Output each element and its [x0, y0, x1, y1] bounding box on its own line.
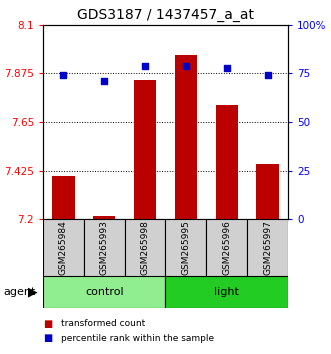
Title: GDS3187 / 1437457_a_at: GDS3187 / 1437457_a_at: [77, 8, 254, 22]
Bar: [256, 164, 279, 219]
Bar: [166, 219, 206, 276]
Text: ■: ■: [43, 333, 52, 343]
Text: percentile rank within the sample: percentile rank within the sample: [61, 333, 214, 343]
Text: ■: ■: [43, 319, 52, 329]
Bar: [247, 219, 288, 276]
Point: [183, 63, 189, 69]
Bar: [206, 219, 247, 276]
Point: [102, 79, 107, 84]
Text: control: control: [85, 287, 123, 297]
Text: GSM265984: GSM265984: [59, 221, 68, 275]
Point: [61, 73, 66, 78]
Bar: [93, 216, 116, 219]
Text: transformed count: transformed count: [61, 319, 146, 329]
Bar: [43, 219, 84, 276]
Bar: [125, 219, 166, 276]
Point: [224, 65, 229, 70]
Bar: [134, 80, 156, 219]
Bar: [175, 55, 197, 219]
Bar: [166, 276, 288, 308]
Bar: [215, 105, 238, 219]
Text: agent: agent: [3, 287, 36, 297]
Point: [142, 63, 148, 69]
Text: GSM265997: GSM265997: [263, 220, 272, 275]
Bar: [52, 176, 75, 219]
Bar: [43, 276, 166, 308]
Text: ▶: ▶: [28, 286, 38, 298]
Text: GSM265993: GSM265993: [100, 220, 109, 275]
Text: GSM265996: GSM265996: [222, 220, 231, 275]
Point: [265, 73, 270, 78]
Text: light: light: [214, 287, 239, 297]
Text: GSM265995: GSM265995: [181, 220, 190, 275]
Bar: [84, 219, 125, 276]
Text: GSM265998: GSM265998: [141, 220, 150, 275]
